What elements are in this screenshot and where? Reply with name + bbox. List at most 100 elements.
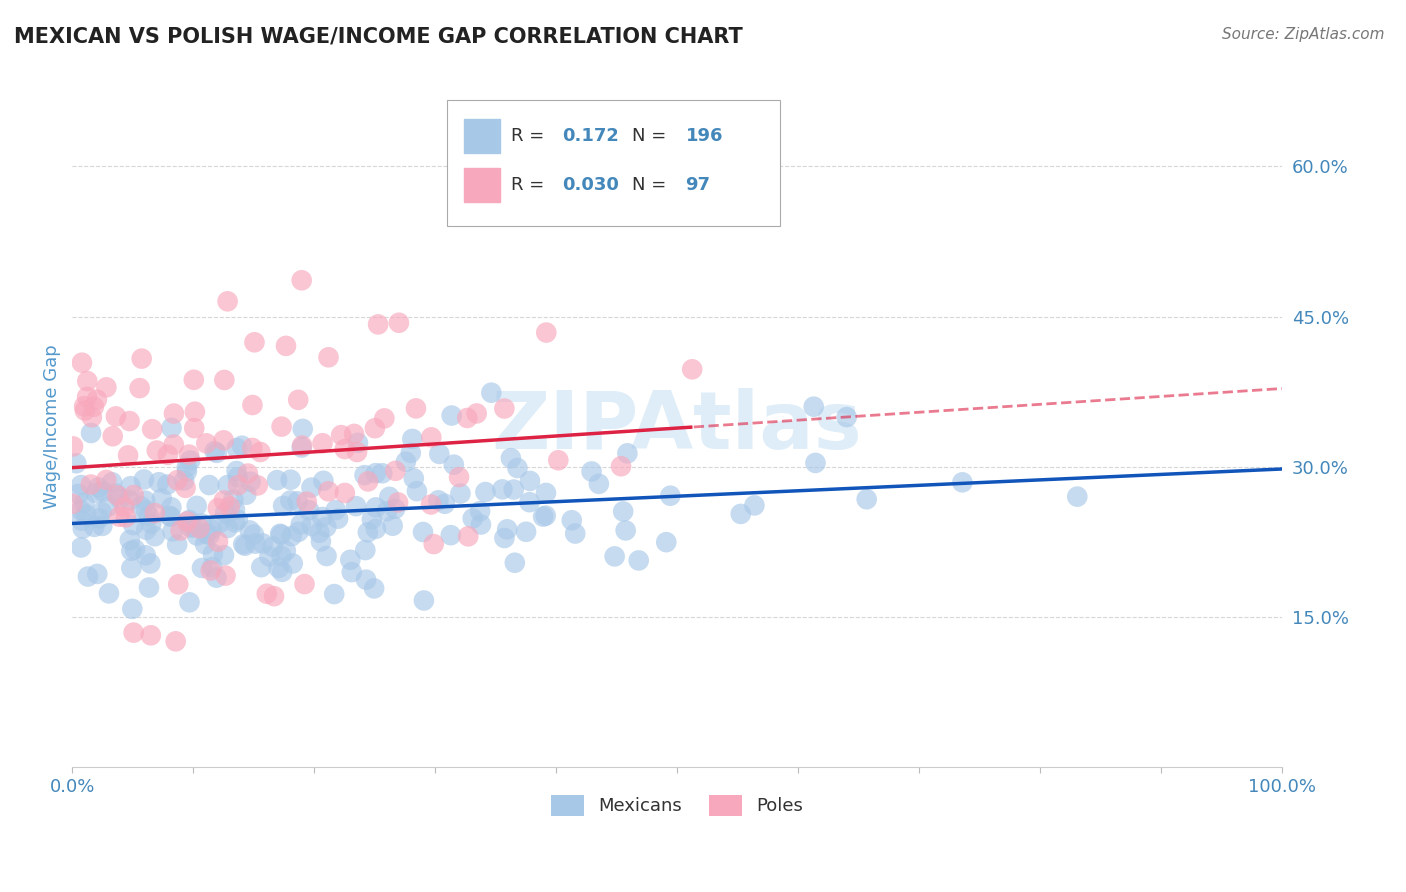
Point (214, 568, 236, 582)
Point (218, 500, 240, 514)
Point (179, 453, 201, 467)
Point (373, 411, 395, 425)
Point (204, 444, 226, 458)
Point (174, 481, 197, 495)
Point (502, 483, 524, 497)
Point (117, 449, 139, 463)
Point (384, 501, 406, 516)
Point (561, 513, 583, 527)
Point (104, 486, 127, 500)
Point (267, 561, 290, 575)
Point (354, 543, 377, 558)
Point (141, 422, 163, 436)
Point (70, 356, 93, 370)
Point (236, 467, 259, 481)
Point (177, 448, 200, 462)
Point (132, 473, 155, 487)
Point (422, 537, 444, 551)
Point (301, 519, 323, 533)
Point (405, 401, 427, 416)
Point (166, 538, 188, 552)
Point (262, 540, 284, 554)
Point (309, 534, 332, 549)
Point (232, 537, 254, 551)
Point (468, 504, 491, 518)
Point (76, 390, 98, 404)
Point (190, 516, 212, 531)
Point (401, 432, 423, 446)
Point (83, 400, 105, 414)
Point (603, 549, 626, 564)
Point (271, 565, 294, 579)
Point (69, 503, 91, 517)
Point (494, 531, 516, 545)
Point (364, 500, 387, 515)
Point (291, 439, 314, 453)
Point (226, 478, 249, 492)
Point (290, 517, 312, 532)
Point (226, 470, 249, 484)
Point (312, 474, 335, 488)
Point (86, 566, 108, 581)
Point (70, 541, 93, 555)
Point (387, 495, 409, 509)
Point (474, 485, 496, 500)
Point (494, 401, 516, 416)
Text: R =: R = (512, 176, 544, 194)
Point (84, 486, 107, 500)
Point (353, 468, 375, 483)
Point (496, 522, 519, 536)
Point (311, 510, 333, 524)
Point (179, 513, 201, 527)
Point (167, 577, 190, 591)
Point (371, 467, 394, 481)
Point (443, 458, 465, 472)
Point (224, 516, 246, 530)
Point (274, 543, 297, 558)
Point (160, 509, 183, 524)
Point (188, 521, 211, 535)
Text: Source: ZipAtlas.com: Source: ZipAtlas.com (1222, 27, 1385, 42)
Point (531, 509, 554, 524)
Point (225, 464, 247, 478)
Point (412, 593, 434, 607)
Point (367, 318, 389, 332)
Point (357, 475, 380, 489)
Point (186, 499, 208, 513)
Point (129, 500, 152, 514)
Point (67, 487, 90, 501)
Text: N =: N = (633, 127, 666, 145)
Point (271, 499, 294, 513)
Point (160, 421, 183, 435)
Point (108, 509, 131, 524)
Point (360, 512, 382, 526)
Point (173, 474, 195, 488)
Point (62, 497, 84, 511)
Point (519, 495, 541, 509)
FancyBboxPatch shape (464, 119, 501, 153)
Point (76, 374, 98, 388)
Text: R =: R = (512, 127, 544, 145)
Point (457, 529, 479, 543)
Point (256, 587, 278, 601)
Point (412, 524, 434, 539)
Point (333, 486, 356, 500)
Point (160, 500, 183, 515)
Point (399, 446, 422, 460)
Point (75, 508, 97, 522)
Point (73, 399, 96, 413)
Point (301, 481, 323, 495)
Point (655, 535, 678, 549)
Point (427, 447, 450, 461)
Point (86, 392, 108, 407)
Point (163, 437, 186, 451)
Point (440, 528, 463, 542)
Point (222, 492, 245, 507)
Point (461, 511, 484, 525)
Point (91, 519, 114, 533)
Point (214, 506, 236, 520)
Point (165, 634, 187, 648)
Point (270, 419, 292, 434)
Point (347, 435, 370, 450)
Point (364, 466, 387, 480)
